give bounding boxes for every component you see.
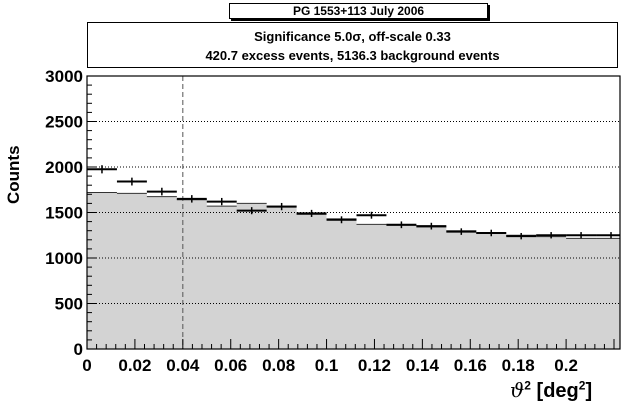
y-tick-label: 0	[74, 340, 83, 359]
background-histogram-fill	[87, 192, 620, 349]
x-axis-unit: [deg	[530, 380, 579, 402]
x-tick-label: 0.04	[166, 356, 200, 375]
y-tick-label: 2500	[45, 113, 83, 132]
x-axis-sup2: 2	[578, 378, 586, 393]
significance-text: Significance 5.0σ, off-scale 0.33	[254, 29, 451, 44]
plot-title: PG 1553+113 July 2006	[229, 3, 488, 19]
y-axis-label: Counts	[4, 145, 23, 204]
events-text: 420.7 excess events, 5136.3 background e…	[205, 48, 500, 63]
y-tick-label: 500	[55, 295, 83, 314]
x-axis-label: ϑ2 [deg2]	[510, 378, 592, 403]
x-tick-label: 0.1	[315, 356, 339, 375]
y-tick-label: 2000	[45, 158, 83, 177]
x-axis-unit-close: ]	[585, 380, 593, 402]
x-tick-label: 0.14	[406, 356, 440, 375]
x-tick-label: 0.02	[118, 356, 151, 375]
x-tick-label: 0.2	[554, 356, 578, 375]
x-tick-label: 0.12	[358, 356, 391, 375]
x-axis-symbol: ϑ	[510, 378, 525, 402]
y-tick-label: 1500	[45, 204, 83, 223]
x-tick-label: 0.18	[502, 356, 535, 375]
y-tick-label: 3000	[45, 67, 83, 86]
x-tick-label: 0.08	[262, 356, 295, 375]
y-tick-label: 1000	[45, 249, 83, 268]
x-axis-sup1: 2	[524, 378, 531, 393]
x-tick-label: 0	[82, 356, 91, 375]
x-tick-label: 0.16	[454, 356, 487, 375]
x-tick-label: 0.06	[214, 356, 247, 375]
stats-box: Significance 5.0σ, off-scale 0.33 420.7 …	[87, 22, 618, 68]
